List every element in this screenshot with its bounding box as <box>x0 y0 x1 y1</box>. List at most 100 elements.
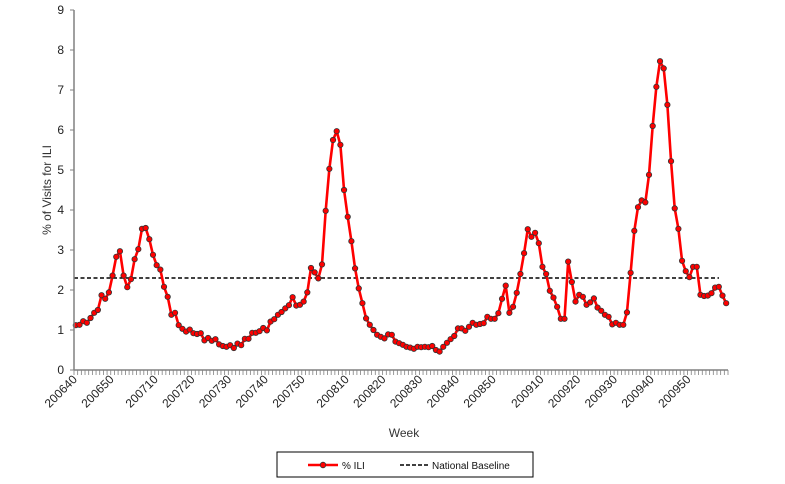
ili-data-point <box>520 250 528 257</box>
ili-data-point <box>344 213 351 220</box>
ili-data-point <box>366 321 373 328</box>
ili-data-point <box>300 298 307 305</box>
ili-series-line <box>75 59 728 353</box>
ili-data-point <box>682 268 689 275</box>
ili-data-point <box>543 270 550 278</box>
ili-data-point <box>329 136 337 144</box>
ili-data-point <box>164 293 171 300</box>
ili-data-point <box>388 331 395 338</box>
ili-data-point <box>171 309 179 316</box>
ili-data-point <box>568 278 575 286</box>
x-axis-title: Week <box>389 426 420 440</box>
ili-data-point <box>495 310 502 317</box>
ili-data-point <box>157 266 164 273</box>
ili-data-point <box>311 269 318 276</box>
legend-baseline-label: National Baseline <box>432 461 510 472</box>
ili-data-point <box>509 303 517 310</box>
ili-data-point <box>653 83 660 90</box>
y-tick-label: 7 <box>57 83 64 97</box>
ili-data-point <box>322 207 329 214</box>
ili-data-point <box>186 326 193 333</box>
ili-data-point <box>491 315 498 322</box>
ili-data-point <box>370 326 377 334</box>
ili-data-point <box>440 343 447 350</box>
ili-data-point <box>333 128 340 135</box>
ili-data-point <box>362 315 370 322</box>
ili-data-point <box>263 327 270 334</box>
ili-data-point <box>245 335 252 342</box>
ili-data-point <box>271 316 278 323</box>
ili-data-point <box>124 284 131 291</box>
ili-data-point <box>289 294 296 301</box>
ili-data-point <box>304 289 311 296</box>
y-tick-label: 4 <box>57 203 64 217</box>
ili-data-point <box>105 289 113 296</box>
ili-data-point <box>678 257 686 264</box>
y-tick-label: 5 <box>57 163 64 177</box>
ili-data-point <box>708 290 715 297</box>
ili-data-point <box>436 348 443 355</box>
y-axis-title: % of Visits for ILI <box>40 145 54 235</box>
ili-data-point <box>623 309 631 316</box>
ili-data-point <box>160 283 168 290</box>
y-tick-label: 3 <box>57 243 64 257</box>
x-tick-label: 200910 <box>508 372 546 410</box>
ili-data-point <box>645 171 653 178</box>
ili-data-point <box>723 300 730 307</box>
x-tick-label: 200730 <box>196 372 234 410</box>
y-tick-label: 2 <box>57 283 64 297</box>
ili-data-point <box>642 199 649 206</box>
y-tick-label: 6 <box>57 123 64 137</box>
ili-data-point <box>98 292 105 299</box>
ili-data-point <box>675 225 682 232</box>
ili-data-point <box>355 285 362 292</box>
x-tick-label: 200920 <box>545 372 583 410</box>
x-tick-label: 200820 <box>350 372 388 410</box>
ili-data-point <box>546 287 553 294</box>
ili-data-point <box>528 233 535 240</box>
x-tick-label: 200640 <box>42 372 80 410</box>
ili-data-point <box>627 269 634 276</box>
ili-data-point <box>307 264 315 272</box>
ili-data-point <box>550 294 557 301</box>
ili-data-point <box>76 321 83 328</box>
legend-ili-marker <box>319 461 327 469</box>
x-tick-label: 200710 <box>123 372 161 410</box>
ili-data-point <box>693 263 700 270</box>
x-tick-label: 200830 <box>387 372 425 410</box>
x-tick-label: 200720 <box>159 372 197 410</box>
ili-data-point <box>153 262 160 269</box>
ili-data-point <box>465 323 473 330</box>
ili-data-point <box>238 342 245 349</box>
x-tick-label: 200840 <box>424 372 462 410</box>
ili-data-point <box>539 263 546 270</box>
ili-data-point <box>620 321 627 328</box>
ili-data-point <box>278 308 285 316</box>
ili-data-point <box>565 258 572 265</box>
ili-data-point <box>532 229 539 236</box>
ili-data-point <box>667 158 675 165</box>
ili-data-point <box>590 295 597 302</box>
ili-data-point <box>719 292 726 299</box>
ili-data-point <box>429 342 436 350</box>
ili-data-point <box>131 256 138 263</box>
ili-data-point <box>506 309 513 316</box>
x-tick-label: 200750 <box>270 372 308 410</box>
ili-data-point <box>116 248 124 255</box>
ili-data-point <box>631 227 638 234</box>
ili-data-point <box>212 336 219 343</box>
ili-data-point <box>686 274 693 281</box>
ili-data-point <box>554 303 561 310</box>
ili-data-point <box>326 165 333 172</box>
ili-data-point <box>572 298 579 305</box>
y-tick-label: 9 <box>57 3 64 17</box>
ili-data-point <box>87 314 94 322</box>
ili-data-point <box>561 315 568 322</box>
ili-data-point <box>656 58 664 65</box>
x-tick-label: 200950 <box>655 372 693 410</box>
ili-data-point <box>513 289 520 296</box>
ili-data-point <box>120 272 127 279</box>
ili-data-point <box>337 141 344 148</box>
